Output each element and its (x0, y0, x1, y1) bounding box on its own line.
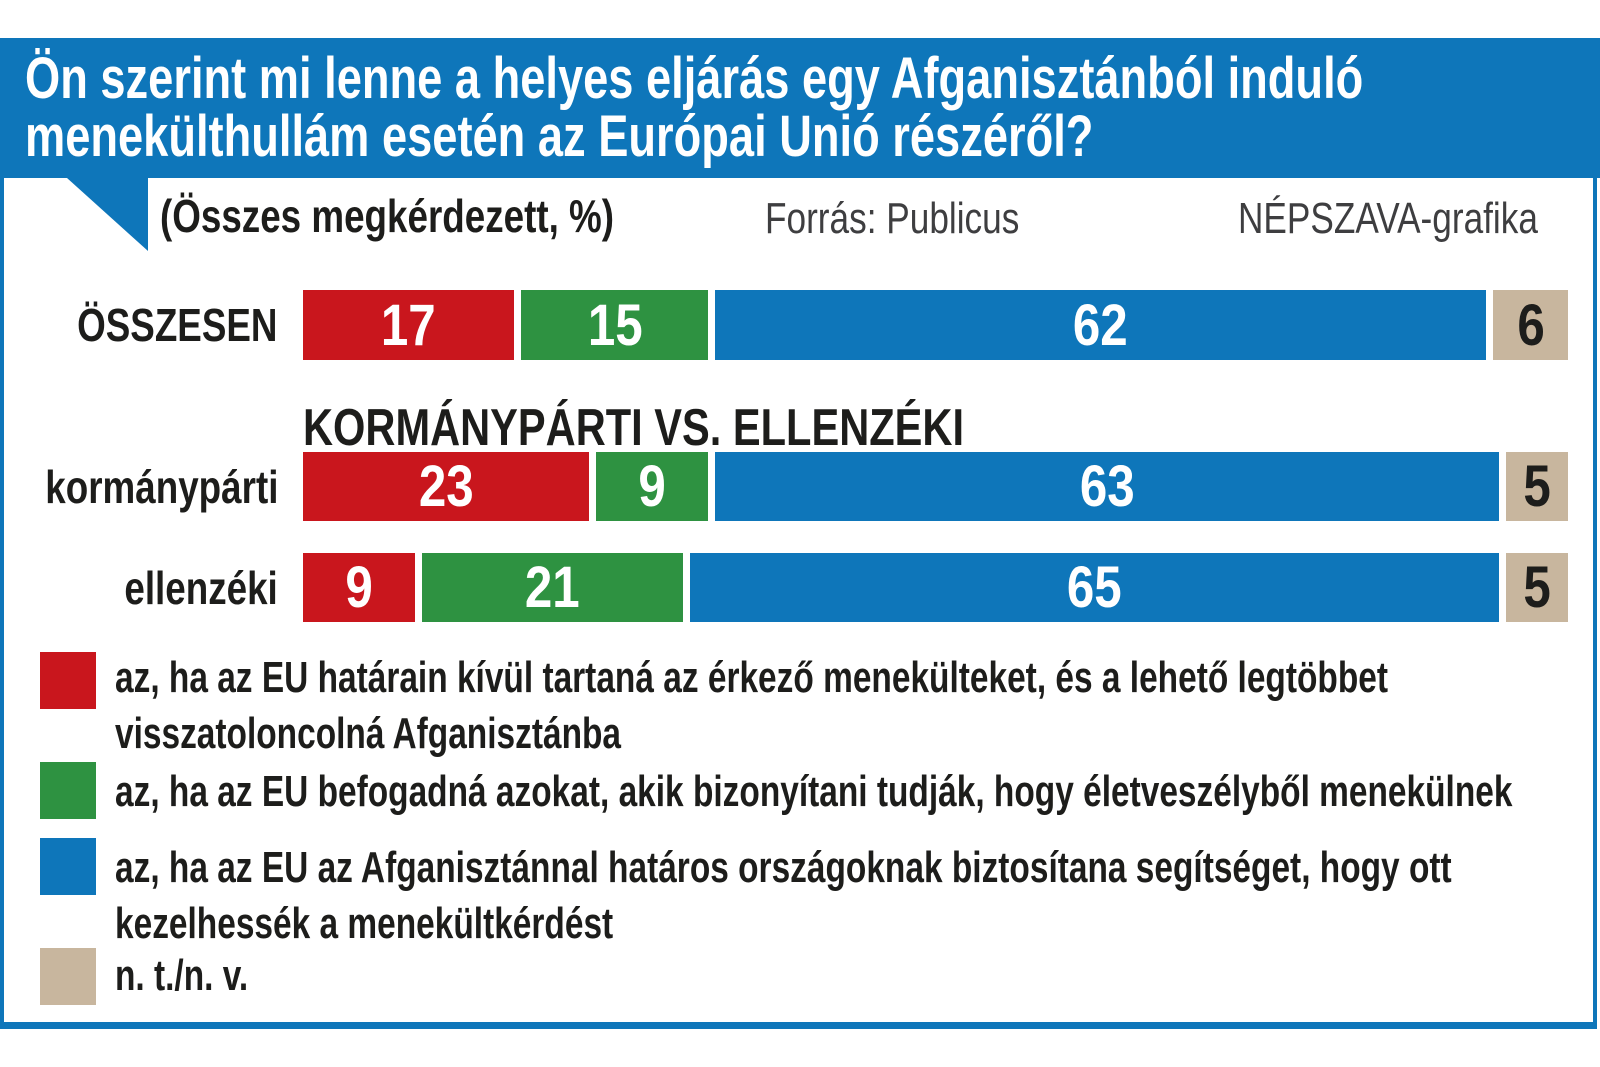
legend-label-line: n. t./n. v. (115, 948, 290, 1004)
section-header-text: KORMÁNYPÁRTI VS. ELLENZÉKI (303, 399, 965, 457)
bar-segment: 21 (421, 553, 684, 622)
title-text-1: Ön szerint mi lenne a helyes eljárás egy… (25, 46, 1364, 111)
bar-segment: 9 (596, 452, 709, 521)
bar-segment: 17 (303, 290, 515, 360)
credit-text: NÉPSZAVA-grafika (1238, 194, 1538, 243)
legend-label-text: az, ha az EU határain kívül tartaná az é… (115, 653, 1389, 702)
bar-segment: 23 (303, 452, 590, 521)
frame-border-right (1593, 178, 1597, 1029)
bar-value: 9 (345, 555, 373, 620)
row-label: ellenzéki (0, 553, 278, 622)
title-line-1: Ön szerint mi lenne a helyes eljárás egy… (0, 50, 1600, 108)
bar-row-2: kormánypárti 23 9 63 5 (0, 452, 1568, 521)
bar-value: 15 (587, 292, 643, 358)
legend-label-text: kezelhessék a menekültkérdést (115, 899, 614, 948)
stacked-bar: 9 21 65 5 (303, 553, 1568, 622)
bar-value: 5 (1523, 555, 1551, 620)
frame-border-left (0, 178, 4, 1029)
bar-value: 17 (381, 292, 437, 358)
bar-value: 63 (1079, 454, 1135, 519)
title-line-2: menekülthullám esetén az Európai Unió ré… (0, 108, 1600, 166)
bar-value: 6 (1516, 292, 1545, 358)
bar-value: 5 (1523, 454, 1551, 519)
row-label-text: kormánypárti (44, 460, 278, 513)
bar-segment: 5 (1505, 553, 1568, 622)
legend-label-text: visszatoloncolná Afganisztánba (115, 709, 622, 758)
source-text: Forrás: Publicus (765, 194, 1020, 243)
bar-segment: 63 (715, 452, 1499, 521)
legend-label-line: az, ha az EU az Afganisztánnal határos o… (115, 840, 1600, 896)
frame-border-bottom (0, 1022, 1597, 1029)
legend-swatch (40, 762, 96, 819)
legend-label-line: visszatoloncolná Afganisztánba (115, 706, 1600, 762)
legend-label-text: n. t./n. v. (115, 951, 249, 1000)
legend-label: az, ha az EU az Afganisztánnal határos o… (115, 840, 1600, 952)
legend-swatch (40, 838, 96, 895)
bar-segment: 15 (521, 290, 709, 360)
title-text-2: menekülthullám esetén az Európai Unió ré… (25, 104, 1094, 169)
row-label-text: ellenzéki (124, 561, 278, 614)
bar-value: 9 (638, 454, 666, 519)
legend-label: az, ha az EU befogadná azokat, akik bizo… (115, 764, 1600, 820)
chart-subtitle-text: (Összes megkérdezett, %) (160, 190, 615, 242)
bar-segment: 62 (715, 290, 1487, 360)
bar-value: 62 (1073, 292, 1129, 358)
speech-bubble-tail (67, 178, 148, 251)
bar-segment: 9 (303, 553, 415, 622)
bar-value: 23 (418, 454, 474, 519)
bar-segment: 5 (1505, 452, 1568, 521)
legend-swatch (40, 652, 96, 709)
bar-row-1: ÖSSZESEN 17 15 62 6 (0, 290, 1568, 360)
row-label: ÖSSZESEN (0, 290, 278, 360)
bar-segment: 6 (1493, 290, 1568, 360)
source-label: Forrás: Publicus (765, 196, 1083, 242)
legend-label-line: az, ha az EU határain kívül tartaná az é… (115, 650, 1600, 706)
title-banner: Ön szerint mi lenne a helyes eljárás egy… (0, 38, 1600, 178)
legend-swatch (40, 948, 96, 1005)
bar-value: 65 (1067, 555, 1122, 620)
chart-subtitle: (Összes megkérdezett, %) (160, 192, 728, 240)
legend-label-line: kezelhessék a menekültkérdést (115, 896, 1600, 952)
legend-label: n. t./n. v. (115, 948, 290, 1004)
legend-label-text: az, ha az EU az Afganisztánnal határos o… (115, 843, 1452, 892)
row-label-text: ÖSSZESEN (77, 299, 278, 351)
credit-label: NÉPSZAVA-grafika (1163, 196, 1538, 242)
legend-label-text: az, ha az EU befogadná azokat, akik bizo… (115, 767, 1513, 816)
row-label: kormánypárti (0, 452, 278, 521)
stacked-bar: 17 15 62 6 (303, 290, 1568, 360)
bar-segment: 65 (690, 553, 1499, 622)
legend-label-line: az, ha az EU befogadná azokat, akik bizo… (115, 764, 1600, 820)
bar-value: 21 (525, 555, 580, 620)
stacked-bar: 23 9 63 5 (303, 452, 1568, 521)
legend-label: az, ha az EU határain kívül tartaná az é… (115, 650, 1600, 762)
bar-row-3: ellenzéki 9 21 65 5 (0, 553, 1568, 622)
section-header: KORMÁNYPÁRTI VS. ELLENZÉKI (303, 400, 1129, 456)
